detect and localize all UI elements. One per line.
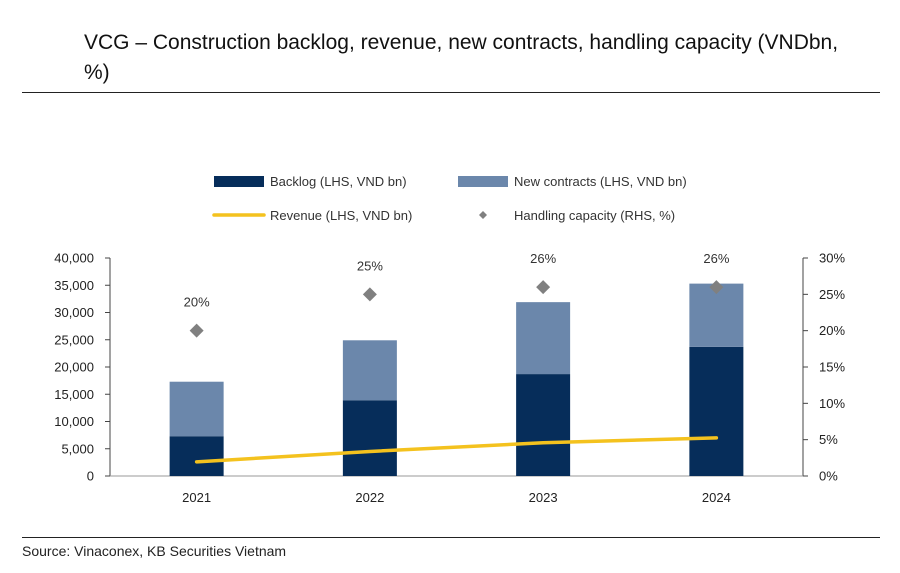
right-axis-tick-label: 30% <box>819 251 845 266</box>
bar-backlog <box>342 400 397 476</box>
left-axis-tick-label: 40,000 <box>54 251 94 266</box>
legend: Backlog (LHS, VND bn) New contracts (LHS,… <box>212 174 687 223</box>
bar-new-contracts <box>342 340 397 401</box>
right-axis-tick-label: 25% <box>819 287 845 302</box>
chart-title: VCG – Construction backlog, revenue, new… <box>84 31 839 84</box>
handling-capacity-label: 20% <box>184 295 210 310</box>
title-divider <box>22 92 880 93</box>
bar-new-contracts <box>516 302 571 375</box>
x-axis-tick-label: 2021 <box>182 490 211 505</box>
handling-capacity-points: 20% 25% 26% 26% <box>184 251 730 338</box>
legend-swatch-new-contracts <box>458 176 508 187</box>
legend-label-new-contracts: New contracts (LHS, VND bn) <box>514 174 687 189</box>
bar-backlog <box>169 436 224 476</box>
left-axis-tick-label: 35,000 <box>54 278 94 293</box>
bar-backlog <box>516 374 571 476</box>
left-axis-tick-label: 25,000 <box>54 332 94 347</box>
axes: 0 5,000 10,000 15,000 20,000 25,000 30,000 35,0… <box>54 251 845 506</box>
right-axis-tick-label: 20% <box>819 323 845 338</box>
legend-swatch-backlog <box>214 176 264 187</box>
right-axis-tick-label: 0% <box>819 469 838 484</box>
handling-capacity-point <box>362 287 377 302</box>
handling-capacity-label: 26% <box>703 251 729 266</box>
left-axis-tick-label: 10,000 <box>54 414 94 429</box>
bar-new-contracts <box>169 381 224 437</box>
left-axis-tick-label: 20,000 <box>54 360 94 375</box>
left-axis-tick-label: 15,000 <box>54 387 94 402</box>
x-axis-tick-label: 2024 <box>702 490 731 505</box>
source-divider <box>22 537 880 538</box>
right-axis-tick-label: 15% <box>819 360 845 375</box>
legend-label-revenue: Revenue (LHS, VND bn) <box>270 208 412 223</box>
left-axis-tick-label: 30,000 <box>54 305 94 320</box>
legend-label-handling-capacity: Handling capacity (RHS, %) <box>514 208 675 223</box>
handling-capacity-point <box>189 323 204 338</box>
left-axis-tick-label: 5,000 <box>61 441 94 456</box>
bar-backlog <box>689 346 744 476</box>
bar-series <box>169 283 744 476</box>
legend-label-backlog: Backlog (LHS, VND bn) <box>270 174 407 189</box>
legend-swatch-handling-capacity <box>479 211 487 219</box>
handling-capacity-label: 26% <box>530 251 556 266</box>
source-note: Source: Vinaconex, KB Securities Vietnam <box>22 543 287 559</box>
handling-capacity-point <box>536 280 551 295</box>
handling-capacity-label: 25% <box>357 258 383 273</box>
handling-capacity-point <box>709 280 724 295</box>
x-axis-tick-label: 2023 <box>529 490 558 505</box>
revenue-line <box>194 436 719 464</box>
bar-new-contracts <box>689 283 744 347</box>
right-axis-tick-label: 10% <box>819 396 845 411</box>
left-axis-tick-label: 0 <box>87 469 94 484</box>
x-axis-tick-label: 2022 <box>355 490 384 505</box>
revenue-line-group <box>194 436 719 464</box>
right-axis-tick-label: 5% <box>819 432 838 447</box>
